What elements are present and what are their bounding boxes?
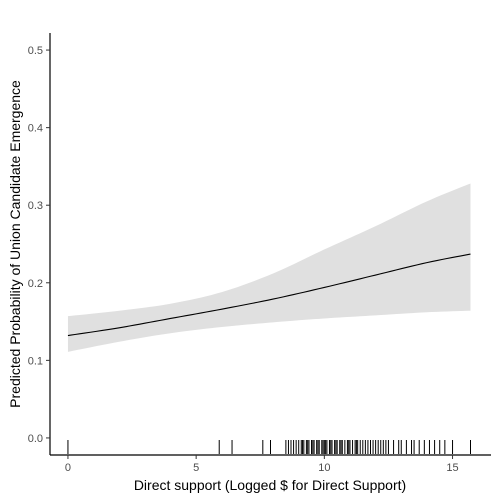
- confidence-band: [67, 183, 471, 352]
- y-tick-label: 0.2: [28, 278, 43, 290]
- prediction-line-layer: [67, 253, 471, 337]
- y-tick-label: 0.4: [28, 123, 43, 135]
- axis-layer: [46, 33, 491, 459]
- prediction-line: [67, 253, 471, 337]
- rug-layer: [67, 440, 471, 454]
- x-tick-label: 0: [65, 462, 71, 474]
- x-tick-label: 5: [193, 462, 199, 474]
- y-tick-label: 0.0: [28, 433, 43, 445]
- x-tick-label: 10: [318, 462, 330, 474]
- y-axis-title: Predicted Probability of Union Candidate…: [7, 80, 23, 408]
- x-axis-title: Direct support (Logged $ for Direct Supp…: [134, 477, 406, 493]
- tick-label-layer: 0 5 10 15 0.0 0.1 0.2 0.3 0.4 0.5: [28, 45, 459, 474]
- y-tick-label: 0.3: [28, 200, 43, 212]
- y-tick-label: 0.5: [28, 45, 43, 57]
- confidence-band-layer: [67, 183, 471, 352]
- y-tick-label: 0.1: [28, 355, 43, 367]
- x-tick-label: 15: [446, 462, 458, 474]
